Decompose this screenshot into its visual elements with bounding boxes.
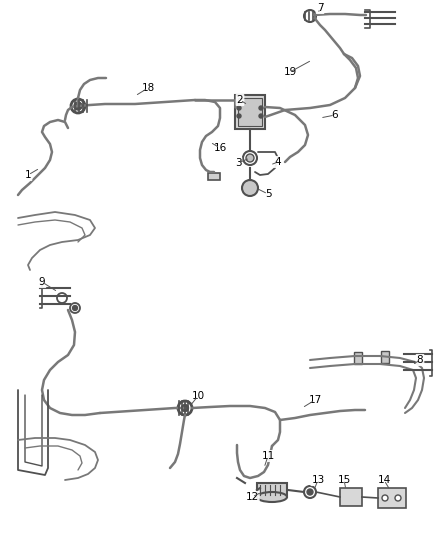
Ellipse shape bbox=[257, 483, 287, 497]
Circle shape bbox=[382, 495, 388, 501]
Text: 5: 5 bbox=[265, 189, 271, 199]
Text: 11: 11 bbox=[261, 451, 275, 461]
Circle shape bbox=[259, 114, 263, 118]
Bar bbox=[354, 352, 362, 364]
Text: 6: 6 bbox=[332, 110, 338, 120]
Circle shape bbox=[181, 405, 188, 411]
Text: 1: 1 bbox=[25, 170, 31, 180]
Circle shape bbox=[246, 154, 254, 162]
Bar bbox=[257, 483, 287, 497]
Text: 10: 10 bbox=[191, 391, 205, 401]
Text: 19: 19 bbox=[283, 67, 297, 77]
Circle shape bbox=[73, 305, 78, 311]
Circle shape bbox=[237, 114, 241, 118]
Bar bbox=[378, 488, 406, 508]
Text: 3: 3 bbox=[235, 158, 241, 168]
Text: 15: 15 bbox=[337, 475, 351, 485]
Text: 12: 12 bbox=[245, 492, 258, 502]
Circle shape bbox=[242, 180, 258, 196]
Text: 16: 16 bbox=[213, 143, 226, 153]
Bar bbox=[208, 173, 220, 180]
Circle shape bbox=[259, 106, 263, 110]
Circle shape bbox=[74, 102, 82, 110]
Circle shape bbox=[395, 495, 401, 501]
Text: 18: 18 bbox=[141, 83, 155, 93]
Ellipse shape bbox=[257, 492, 287, 502]
Bar bbox=[235, 95, 265, 129]
Text: 8: 8 bbox=[417, 355, 423, 365]
Circle shape bbox=[237, 106, 241, 110]
Text: 2: 2 bbox=[237, 95, 244, 105]
Text: 4: 4 bbox=[275, 157, 281, 167]
Text: 9: 9 bbox=[39, 277, 45, 287]
Circle shape bbox=[307, 489, 313, 495]
Bar bbox=[381, 351, 389, 363]
Text: 13: 13 bbox=[311, 475, 325, 485]
Bar bbox=[340, 488, 362, 506]
Bar bbox=[238, 98, 262, 126]
Text: 7: 7 bbox=[317, 3, 323, 13]
Text: 14: 14 bbox=[378, 475, 391, 485]
Text: 17: 17 bbox=[308, 395, 321, 405]
